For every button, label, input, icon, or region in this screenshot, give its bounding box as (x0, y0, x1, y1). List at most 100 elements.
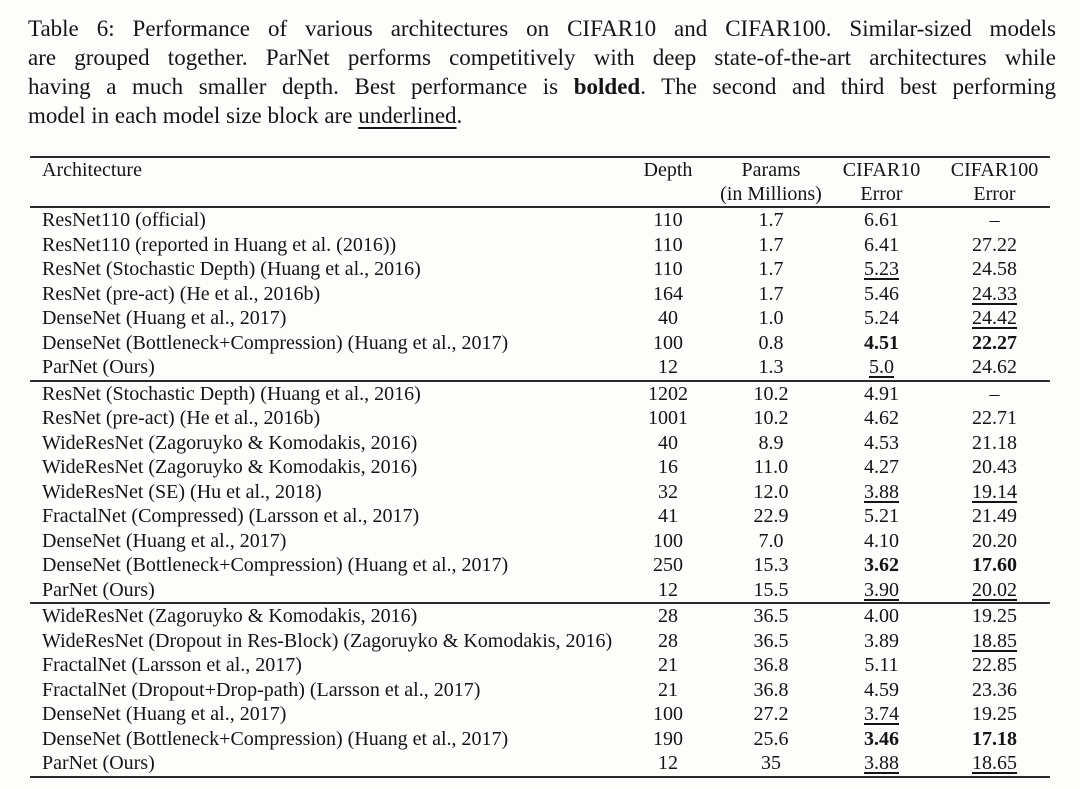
cifar100-error-cell: 22.85 (939, 653, 1050, 678)
depth-cell: 40 (618, 431, 718, 456)
cell-value: 16 (658, 456, 678, 478)
cell-value: 10.2 (753, 382, 789, 405)
architecture-cell: ResNet (pre-act) (He et al., 2016b) (30, 282, 618, 307)
cell-value: 23.36 (972, 678, 1017, 701)
params-cell: 25.6 (718, 727, 824, 752)
cell-value: 11.0 (753, 456, 789, 478)
table-row: ResNet (pre-act) (He et al., 2016b) 1001 1… (30, 406, 1050, 431)
cell-value: ResNet (Stochastic Depth) (Huang et al.,… (42, 258, 421, 280)
column-sublabel: Error (860, 183, 903, 205)
caption-line: Table 6: Performance of various architec… (28, 14, 1056, 43)
table-row: FractalNet (Larsson et al., 2017) 21 36.8 5… (30, 653, 1050, 678)
cell-value: 40 (658, 307, 678, 329)
cell-value: 190 (653, 727, 683, 750)
cell-value: 3.74 (864, 703, 899, 725)
cifar100-error-cell: 18.85 (939, 629, 1050, 654)
params-cell: 36.8 (718, 678, 824, 703)
cell-value: 12 (658, 578, 678, 601)
cell-value: 19.14 (972, 480, 1017, 503)
cell-value: DenseNet (Bottleneck+Compression) (Huang… (42, 727, 509, 750)
params-cell: 12.0 (718, 480, 824, 505)
cifar10-error-cell: 3.88 (824, 751, 939, 777)
cell-value: 4.10 (864, 529, 899, 552)
cell-value: 6.61 (864, 209, 899, 231)
cifar100-error-cell: 24.42 (939, 306, 1050, 331)
cell-value: WideResNet (Zagoruyko & Komodakis, 2016) (42, 605, 418, 627)
params-cell: 22.9 (718, 504, 824, 529)
cell-value: 1.7 (758, 282, 784, 305)
cell-value: 1.3 (758, 356, 784, 378)
cell-value: 28 (658, 605, 678, 627)
cifar100-error-cell: – (939, 207, 1050, 233)
table-row: WideResNet (SE) (Hu et al., 2018) 32 12.0 3… (30, 480, 1050, 505)
architecture-cell: WideResNet (SE) (Hu et al., 2018) (30, 480, 618, 505)
caption-text: bolded (573, 74, 641, 99)
cell-value: 22.9 (753, 505, 789, 527)
caption-line: model in each model size block are under… (28, 101, 1056, 130)
depth-cell: 28 (618, 603, 718, 629)
cell-value: ParNet (Ours) (42, 578, 155, 601)
cell-value: WideResNet (Dropout in Res-Block) (Zagor… (42, 629, 613, 652)
cell-value: 12 (658, 356, 678, 378)
cell-value: 4.27 (864, 456, 899, 478)
caption-text: . The second and third best performing (640, 74, 1057, 99)
depth-cell: 12 (618, 751, 718, 777)
cifar10-error-cell: 4.62 (824, 406, 939, 431)
params-cell: 1.0 (718, 306, 824, 331)
architecture-cell: ResNet110 (reported in Huang et al. (201… (30, 233, 618, 258)
cell-value: DenseNet (Bottleneck+Compression) (Huang… (42, 331, 509, 354)
cell-value: 164 (653, 282, 683, 305)
table-row: ResNet110 (reported in Huang et al. (201… (30, 233, 1050, 258)
cell-value: 3.90 (864, 578, 899, 601)
cell-value: 25.6 (753, 727, 789, 750)
cell-value: 100 (653, 529, 683, 552)
column-header-architecture: Architecture (30, 157, 618, 207)
cell-value: 100 (653, 331, 683, 354)
params-cell: 0.8 (718, 331, 824, 356)
cell-value: ParNet (Ours) (42, 356, 155, 378)
caption-line: are grouped together. ParNet performs co… (28, 43, 1056, 72)
cell-value: 35 (761, 752, 781, 774)
cell-value: 32 (658, 480, 678, 503)
model-size-group-2: ResNet (Stochastic Depth) (Huang et al.,… (30, 380, 1050, 604)
table-row: ResNet (Stochastic Depth) (Huang et al.,… (30, 381, 1050, 407)
architecture-cell: WideResNet (Zagoruyko & Komodakis, 2016) (30, 603, 618, 629)
cell-value: ResNet (Stochastic Depth) (Huang et al.,… (42, 382, 421, 405)
cell-value: 5.11 (864, 654, 899, 676)
params-cell: 27.2 (718, 702, 824, 727)
depth-cell: 100 (618, 702, 718, 727)
cifar10-error-cell: 4.59 (824, 678, 939, 703)
cifar10-error-cell: 5.21 (824, 504, 939, 529)
table-row: FractalNet (Compressed) (Larsson et al.,… (30, 504, 1050, 529)
column-label: CIFAR10 (842, 159, 921, 181)
depth-cell: 164 (618, 282, 718, 307)
architecture-cell: ParNet (Ours) (30, 751, 618, 777)
cell-value: 22.85 (972, 654, 1017, 676)
table-caption: Table 6: Performance of various architec… (28, 14, 1056, 130)
cell-value: 22.71 (972, 407, 1017, 429)
architecture-cell: ParNet (Ours) (30, 355, 618, 381)
architecture-cell: ResNet (Stochastic Depth) (Huang et al.,… (30, 381, 618, 407)
cell-value: 7.0 (758, 529, 784, 552)
table-row: ParNet (Ours) 12 15.5 3.90 20.02 (30, 578, 1050, 604)
cifar10-error-cell: 6.41 (824, 233, 939, 258)
cifar100-error-cell: 19.14 (939, 480, 1050, 505)
cell-value: 18.65 (972, 752, 1017, 774)
cell-value: 1.7 (758, 233, 784, 256)
cell-value: – (989, 382, 1000, 405)
cell-value: 4.59 (864, 678, 899, 701)
cell-value: 21.18 (972, 431, 1017, 454)
params-cell: 7.0 (718, 529, 824, 554)
cell-value: 22.27 (972, 331, 1017, 354)
params-cell: 36.5 (718, 629, 824, 654)
cifar10-error-cell: 3.62 (824, 553, 939, 578)
params-cell: 1.7 (718, 257, 824, 282)
depth-cell: 16 (618, 455, 718, 480)
cell-value: 17.60 (972, 554, 1017, 576)
cifar100-error-cell: 24.33 (939, 282, 1050, 307)
cell-value: 24.33 (972, 282, 1017, 305)
cell-value: 110 (653, 258, 683, 280)
params-cell: 11.0 (718, 455, 824, 480)
table-header: Architecture Depth Params (in Millions) … (30, 157, 1050, 207)
cell-value: 21.49 (972, 505, 1017, 527)
